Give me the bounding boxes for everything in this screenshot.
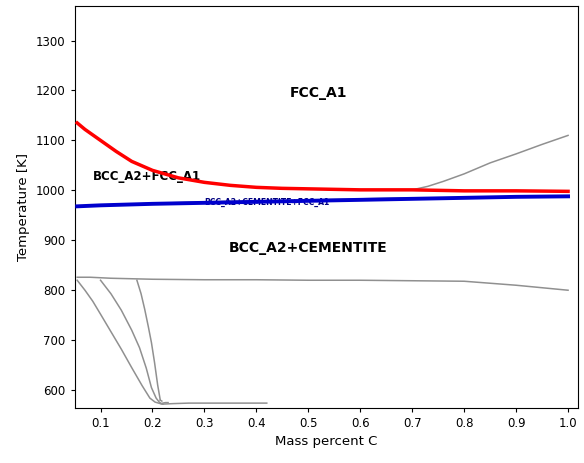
- X-axis label: Mass percent C: Mass percent C: [275, 435, 378, 448]
- Text: BCC_A2+FCC_A1: BCC_A2+FCC_A1: [93, 170, 201, 183]
- Text: BCC_A2+CEMENTITE+FCC_A1: BCC_A2+CEMENTITE+FCC_A1: [204, 198, 330, 207]
- Text: FCC_A1: FCC_A1: [290, 86, 347, 100]
- Y-axis label: Temperature [K]: Temperature [K]: [18, 153, 30, 261]
- Text: BCC_A2+CEMENTITE: BCC_A2+CEMENTITE: [229, 241, 388, 255]
